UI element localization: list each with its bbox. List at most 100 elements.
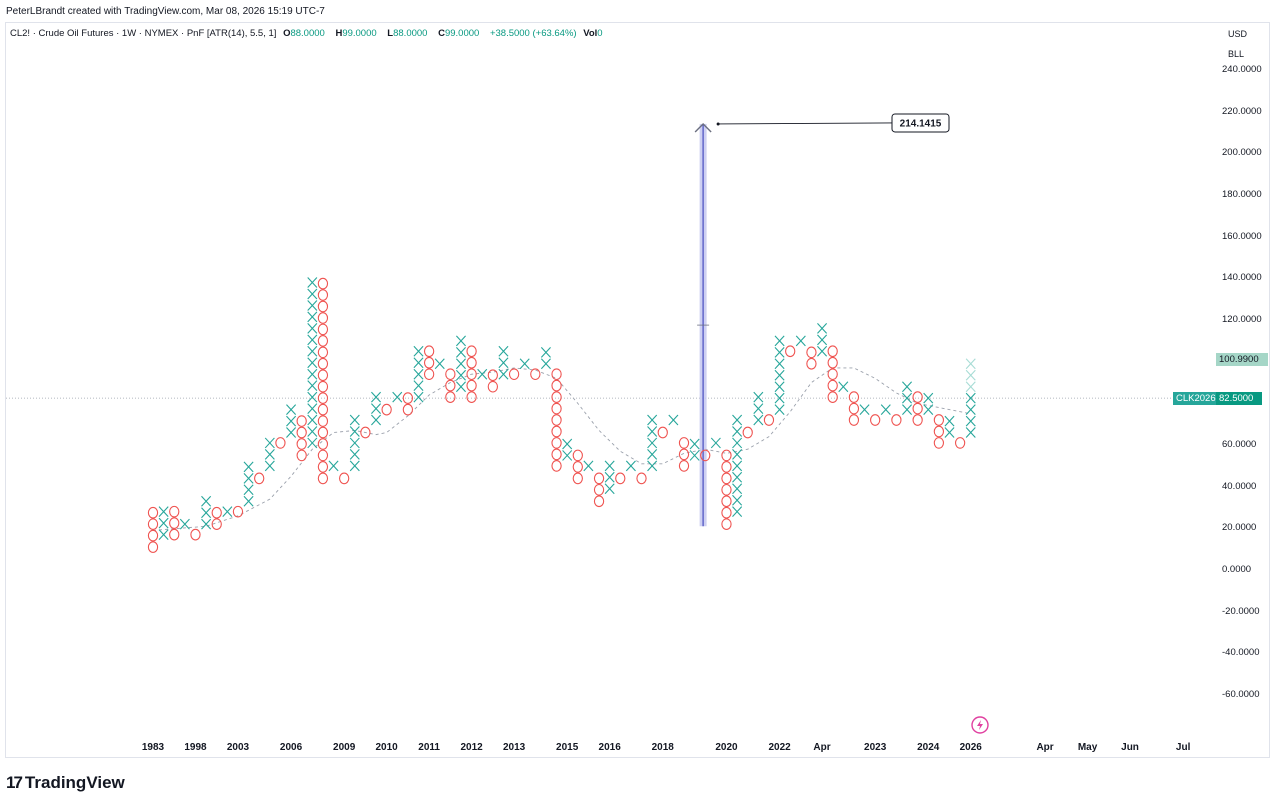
pnf-x-mark xyxy=(158,506,169,518)
arrow-head xyxy=(694,122,712,133)
pnf-o-mark xyxy=(551,379,562,392)
pnf-x-mark xyxy=(307,322,318,334)
pnf-x-mark xyxy=(413,368,424,380)
pnf-x-mark xyxy=(562,438,573,450)
pnf-x-mark xyxy=(201,495,212,507)
chart-pane[interactable] xyxy=(5,22,1270,758)
pnf-o-mark xyxy=(317,415,329,427)
tradingview-logo[interactable]: 17 TradingView xyxy=(6,773,125,793)
pnf-x-mark xyxy=(307,437,318,449)
pnf-x-mark xyxy=(774,392,785,404)
pnf-x-mark xyxy=(647,460,658,472)
pnf-o-mark xyxy=(466,379,477,392)
time-tick-label: Jul xyxy=(1175,742,1191,753)
pnf-o-mark xyxy=(678,460,690,472)
pnf-x-mark xyxy=(434,358,445,370)
pnf-x-mark xyxy=(965,369,976,381)
pnf-x-mark xyxy=(965,415,976,427)
time-tick-label: 2020 xyxy=(715,742,738,753)
pnf-o-mark xyxy=(657,426,668,439)
pnf-o-mark xyxy=(296,438,307,450)
pnf-o-mark xyxy=(593,495,605,508)
pnf-x-mark xyxy=(732,449,743,460)
pnf-o-mark xyxy=(317,312,329,324)
flash-icon-bolt xyxy=(977,720,983,730)
pnf-x-mark xyxy=(477,368,488,380)
pnf-x-mark xyxy=(774,358,785,370)
pnf-o-mark xyxy=(402,403,414,416)
pnf-x-mark xyxy=(965,404,976,415)
pnf-x-mark xyxy=(795,335,806,347)
axis-unit[interactable]: BLL xyxy=(1228,49,1245,59)
pnf-o-mark xyxy=(572,472,583,485)
pnf-o-mark xyxy=(317,449,329,462)
pnf-o-mark xyxy=(275,437,286,449)
pnf-o-mark xyxy=(169,505,180,518)
pnf-x-mark xyxy=(201,518,212,530)
pnf-x-mark xyxy=(710,437,721,449)
pnf-x-mark xyxy=(307,277,318,288)
pnf-x-mark xyxy=(307,380,318,392)
pnf-o-mark xyxy=(827,379,838,392)
pnf-x-mark xyxy=(286,404,297,415)
pnf-x-mark xyxy=(349,414,360,426)
pnf-x-mark xyxy=(880,404,891,415)
pnf-o-mark xyxy=(551,425,562,438)
pnf-x-mark xyxy=(583,460,594,472)
pnf-x-mark xyxy=(732,494,743,506)
time-tick-label: 2022 xyxy=(768,742,791,753)
pnf-o-mark xyxy=(827,356,838,369)
price-tick-label: 240.0000 xyxy=(1222,64,1262,76)
pnf-x-mark xyxy=(371,391,382,403)
pnf-x-mark xyxy=(774,346,785,358)
pnf-o-mark xyxy=(721,495,732,508)
last-price-badge: 100.9900 xyxy=(1216,353,1268,367)
pnf-o-mark xyxy=(785,345,796,358)
time-tick-label: 2011 xyxy=(418,742,440,753)
pnf-o-mark xyxy=(636,472,647,485)
time-tick-label: 2018 xyxy=(651,742,674,753)
pnf-x-mark xyxy=(307,334,318,346)
pnf-x-mark xyxy=(668,414,679,426)
pnf-x-mark xyxy=(286,415,297,427)
pnf-x-mark xyxy=(923,404,934,415)
pnf-x-mark xyxy=(307,414,318,426)
pnf-o-mark xyxy=(551,368,562,381)
pnf-x-mark xyxy=(349,460,360,472)
pnf-o-mark xyxy=(551,402,562,415)
pnf-x-mark xyxy=(753,414,764,426)
price-tick-label: 0.0000 xyxy=(1222,564,1252,575)
pnf-x-mark xyxy=(753,403,764,414)
pnf-x-mark xyxy=(455,381,466,393)
pnf-o-mark xyxy=(296,449,307,462)
price-tick-label: 120.0000 xyxy=(1222,314,1262,326)
pnf-x-mark xyxy=(965,381,976,393)
pnf-x-mark xyxy=(455,358,466,370)
pnf-o-mark xyxy=(317,289,329,301)
pnf-o-mark xyxy=(254,472,265,485)
legend-open-key: O xyxy=(283,28,291,39)
pnf-o-mark xyxy=(742,426,753,439)
axis-currency[interactable]: USD xyxy=(1228,29,1248,39)
pnf-x-mark xyxy=(264,437,275,449)
pnf-x-mark xyxy=(243,484,254,496)
pnf-o-mark xyxy=(147,529,159,542)
price-tick-label: 180.0000 xyxy=(1222,189,1262,201)
pnf-o-mark xyxy=(572,449,583,462)
legend-symbol[interactable]: CL2! · Crude Oil Futures · 1W · NYMEX · … xyxy=(10,28,277,39)
pnf-o-mark xyxy=(891,414,902,426)
pnf-x-mark xyxy=(540,358,551,370)
time-tick-label: 2009 xyxy=(333,742,356,753)
pnf-x-mark xyxy=(774,335,785,347)
pnf-x-mark xyxy=(540,346,551,358)
pnf-x-mark xyxy=(859,404,870,415)
pnf-o-mark xyxy=(339,472,350,485)
time-tick-label: 2016 xyxy=(598,742,621,753)
pnf-o-mark xyxy=(317,426,329,439)
pnf-o-mark xyxy=(317,335,329,347)
pnf-o-mark xyxy=(232,505,244,518)
pnf-o-mark xyxy=(190,528,201,541)
pnf-x-mark xyxy=(307,391,318,403)
pnf-x-mark xyxy=(817,334,828,346)
